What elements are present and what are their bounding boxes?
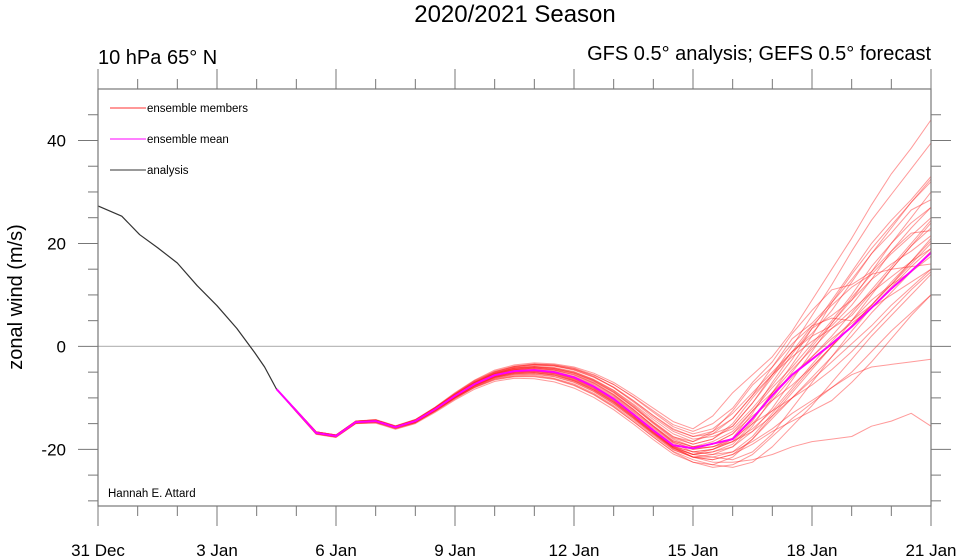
legend-item: analysis bbox=[110, 165, 189, 177]
ensemble-member-line-5 bbox=[276, 217, 932, 455]
y-tick-labels: 40 20 0 -20 bbox=[41, 131, 66, 459]
y-axis-label: zonal wind (m/s) bbox=[5, 224, 27, 370]
ensemble-member-line-28 bbox=[276, 263, 932, 437]
plot-frame bbox=[97, 88, 932, 507]
y-tick-label: -20 bbox=[41, 440, 66, 459]
y-tick-label: 20 bbox=[47, 234, 66, 253]
plot-area bbox=[78, 69, 951, 526]
ensemble-member-line-17 bbox=[276, 178, 932, 436]
subtitle-right: GFS 0.5° analysis; GEFS 0.5° forecast bbox=[587, 43, 931, 65]
x-tick-labels: 31 Dec 3 Jan 6 Jan 9 Jan 12 Jan 15 Jan 18 Jan 2… bbox=[71, 541, 956, 557]
ensemble-member-line-9 bbox=[276, 273, 932, 468]
chart-title: 2020/2021 Season bbox=[414, 1, 616, 28]
x-tick-label: 15 Jan bbox=[667, 541, 718, 557]
ensemble-member-line-8 bbox=[276, 207, 932, 436]
x-tick-label: 31 Dec bbox=[71, 541, 125, 557]
x-tick-label: 6 Jan bbox=[315, 541, 357, 557]
legend-item: ensemble mean bbox=[110, 134, 229, 146]
legend-label: analysis bbox=[147, 165, 189, 177]
ensemble-member-line-12 bbox=[276, 240, 932, 443]
axis-ticks-group bbox=[78, 69, 951, 526]
analysis-group bbox=[97, 205, 278, 390]
subtitle-left: 10 hPa 65° N bbox=[98, 47, 217, 69]
ensemble-mean-group bbox=[275, 251, 932, 450]
ensemble-member-line-1 bbox=[276, 119, 932, 436]
legend-item: ensemble members bbox=[110, 103, 248, 115]
ensemble-member-line-16 bbox=[276, 294, 932, 468]
ensemble-member-line-4 bbox=[276, 199, 932, 437]
y-tick-label: 40 bbox=[47, 131, 66, 150]
x-tick-label: 12 Jan bbox=[548, 541, 599, 557]
x-tick-label: 21 Jan bbox=[905, 541, 956, 557]
legend: ensemble members ensemble mean analysis bbox=[110, 103, 248, 177]
ensemble-member-line-22 bbox=[276, 250, 932, 466]
legend-label: ensemble members bbox=[147, 103, 248, 115]
plot-background bbox=[98, 89, 931, 506]
x-tick-label: 3 Jan bbox=[196, 541, 238, 557]
ensemble-mean-line bbox=[275, 251, 932, 450]
x-tick-label: 9 Jan bbox=[434, 541, 476, 557]
analysis-line bbox=[97, 205, 278, 390]
legend-label: ensemble mean bbox=[147, 134, 229, 146]
credit-text: Hannah E. Attard bbox=[108, 488, 196, 500]
y-tick-label: 0 bbox=[57, 337, 66, 356]
x-tick-label: 18 Jan bbox=[786, 541, 837, 557]
